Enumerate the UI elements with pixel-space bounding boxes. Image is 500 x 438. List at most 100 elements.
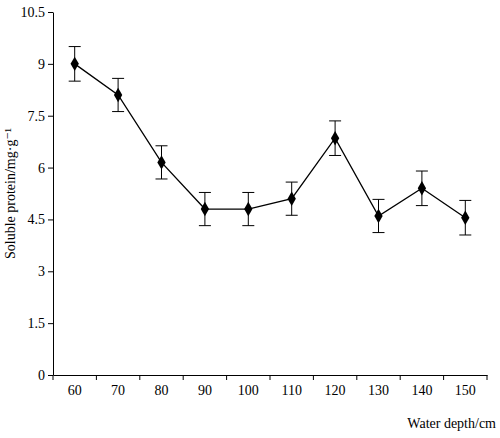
error-cap (112, 111, 124, 112)
y-tick-mark (48, 64, 53, 65)
marker (71, 57, 79, 71)
y-tick-label: 3 (38, 264, 45, 279)
y-tick-label: 0 (38, 368, 45, 383)
x-tick: 60 (68, 375, 82, 398)
error-bar (156, 146, 168, 179)
line (75, 64, 466, 218)
x-tick-label: 130 (368, 383, 389, 398)
error-cap (156, 178, 168, 179)
error-cap (69, 81, 81, 82)
x-tick-label: 150 (455, 383, 476, 398)
x-tick: 120 (325, 375, 346, 398)
y-tick-mark (48, 323, 53, 324)
x-boundary-tick (183, 375, 184, 380)
error-bar (112, 78, 124, 111)
y-tick: 7.5 (28, 109, 54, 124)
x-tick-label: 60 (68, 383, 82, 398)
error-cap (286, 215, 298, 216)
marker (244, 202, 252, 216)
y-tick: 3 (38, 264, 53, 279)
x-boundary-tick (487, 375, 488, 380)
x-tick-label: 80 (155, 383, 169, 398)
error-bar (459, 200, 471, 235)
error-cap (459, 200, 471, 201)
x-boundary-tick (139, 375, 140, 380)
y-tick: 1.5 (28, 316, 54, 331)
y-tick-mark (48, 168, 53, 169)
x-tick-label: 90 (198, 383, 212, 398)
plot: 0 1.5 3 4.5 6 7.5 9 10.5 60 70 80 90 100 110 120 130 140… (21, 5, 488, 398)
y-tick-mark (48, 219, 53, 220)
y-tick: 0 (38, 368, 53, 383)
x-tick: 70 (111, 375, 125, 398)
error-cap (199, 225, 211, 226)
marker (418, 181, 426, 195)
y-tick-label: 9 (38, 57, 45, 72)
y-tick-mark (48, 116, 53, 117)
marker (114, 88, 122, 102)
y-tick-label: 1.5 (28, 316, 46, 331)
y-tick-mark (48, 271, 53, 272)
x-boundary-tick (313, 375, 314, 380)
x-tick: 140 (411, 375, 432, 398)
x-tick: 110 (281, 375, 301, 398)
y-axis-line (53, 13, 54, 376)
marker (157, 155, 165, 169)
x-tick-label: 70 (111, 383, 125, 398)
x-boundary-tick (96, 375, 97, 380)
error-cap (156, 145, 168, 146)
error-cap (459, 234, 471, 235)
error-cap (373, 232, 385, 233)
x-boundary-tick (270, 375, 271, 380)
error-cap (373, 199, 385, 200)
x-tick: 100 (238, 375, 259, 398)
error-bar (416, 171, 428, 206)
y-tick-mark (48, 375, 53, 376)
x-tick: 90 (198, 375, 212, 398)
y-tick-label: 6 (38, 161, 45, 176)
x-tick: 130 (368, 375, 389, 398)
error-cap (199, 192, 211, 193)
error-bar (373, 199, 385, 232)
x-axis-title: Water depth/cm (407, 416, 496, 431)
y-tick: 4.5 (28, 212, 54, 227)
error-cap (242, 192, 254, 193)
x-boundary-tick (356, 375, 357, 380)
y-tick-mark (48, 12, 53, 13)
x-boundary-tick (443, 375, 444, 380)
error-cap (416, 205, 428, 206)
error-cap (242, 225, 254, 226)
error-cap (329, 120, 341, 121)
y-tick-label: 7.5 (28, 109, 46, 124)
x-boundary-tick (400, 375, 401, 380)
error-cap (112, 78, 124, 79)
y-axis-title: Soluble protein/mg·g⁻¹ (3, 128, 18, 259)
error-bar (329, 121, 341, 156)
marker (201, 202, 209, 216)
error-cap (416, 171, 428, 172)
chart: 0 1.5 3 4.5 6 7.5 9 10.5 60 70 80 90 100 110 120 130 140… (0, 0, 500, 438)
x-tick-label: 100 (238, 383, 259, 398)
error-cap (329, 155, 341, 156)
error-cap (69, 46, 81, 47)
error-bar (69, 47, 81, 82)
x-tick-label: 110 (281, 383, 301, 398)
x-tick-label: 140 (411, 383, 432, 398)
x-axis: 60 70 80 90 100 110 120 130 140 150 (53, 375, 488, 398)
y-tick: 6 (38, 161, 53, 176)
x-tick: 150 (455, 375, 476, 398)
error-cap (286, 182, 298, 183)
y-tick: 9 (38, 57, 53, 72)
series (69, 47, 472, 235)
error-bar (286, 182, 298, 215)
marker (331, 131, 339, 145)
y-tick-label: 4.5 (28, 212, 46, 227)
x-tick-label: 120 (325, 383, 346, 398)
error-bar (199, 192, 211, 225)
x-boundary-tick (53, 375, 54, 380)
y-axis: 0 1.5 3 4.5 6 7.5 9 10.5 (21, 5, 54, 383)
y-tick: 10.5 (21, 5, 54, 20)
x-tick: 80 (155, 375, 169, 398)
error-bar (242, 192, 254, 225)
y-tick-label: 10.5 (21, 5, 46, 20)
